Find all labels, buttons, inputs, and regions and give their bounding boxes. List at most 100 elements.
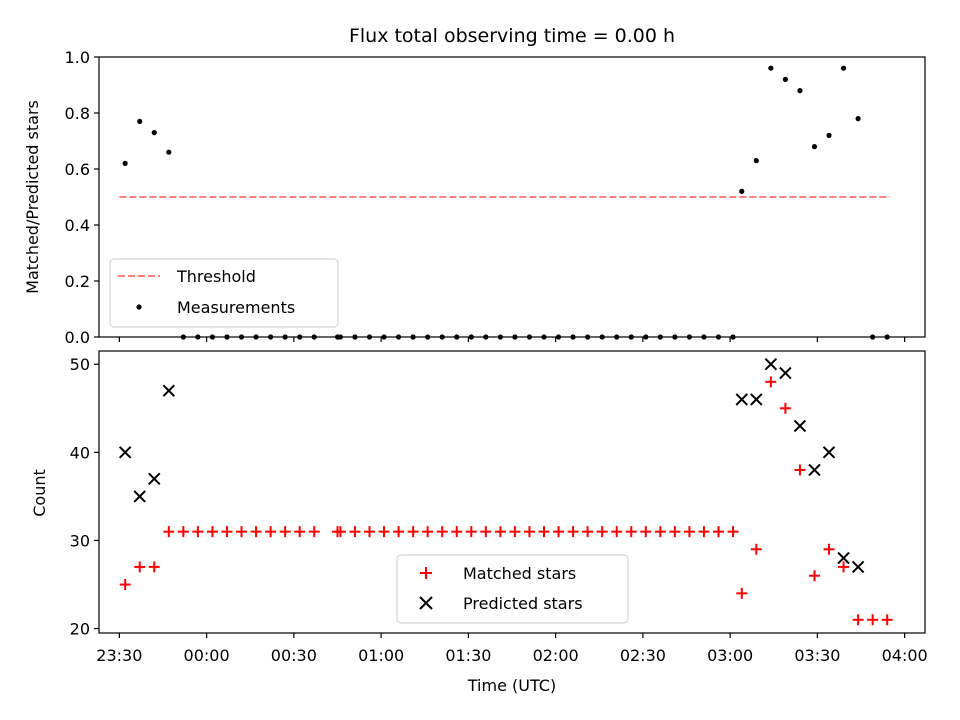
bottom-xtick-label: 00:00: [184, 646, 230, 665]
matched-point: [669, 526, 681, 538]
bottom-ytick-label: 30: [70, 531, 90, 550]
bottom-ylabel: Count: [30, 469, 49, 517]
matched-point: [838, 561, 850, 573]
matched-point: [538, 526, 550, 538]
legend-measurements-swatch: [136, 304, 142, 310]
measurement-point: [739, 188, 745, 194]
matched-point: [750, 543, 762, 555]
predicted-point: [118, 446, 132, 459]
top-ytick-label: 0.8: [65, 104, 90, 123]
bottom-ytick-label: 40: [70, 443, 90, 462]
measurement-point: [811, 144, 818, 150]
measurement-point: [768, 65, 774, 71]
bottom-xtick-label: 04:00: [882, 646, 928, 665]
matched-point: [596, 526, 608, 538]
top-ylabel: Matched/Predicted stars: [23, 100, 42, 294]
measurement-point: [166, 149, 172, 155]
measurement-point: [122, 160, 128, 166]
measurement-point: [151, 130, 157, 136]
predicted-point: [735, 393, 748, 406]
measurement-point: [137, 118, 143, 124]
predicted-point: [808, 463, 821, 477]
matched-point: [582, 526, 594, 538]
matched-point: [349, 526, 361, 538]
legend-predicted-swatch: [419, 596, 433, 610]
matched-point: [480, 526, 492, 538]
bottom-xtick-label: 02:00: [533, 646, 579, 665]
matched-point: [407, 526, 419, 538]
legend-threshold-label: Threshold: [176, 267, 256, 286]
bottom-xtick-label: 00:30: [271, 646, 317, 665]
predicted-point: [851, 560, 865, 574]
measurement-point: [840, 65, 847, 71]
chart-title: Flux total observing time = 0.00 h: [349, 25, 675, 47]
matched-point: [794, 464, 806, 476]
matched-point: [422, 526, 434, 538]
top-panel: 0.0 0.2 0.4 0.6 0.8 1.0 Matched/Predicted sta…: [23, 48, 926, 347]
top-ytick-label: 0.6: [65, 160, 90, 179]
predicted-point: [133, 490, 146, 503]
matched-point: [640, 526, 652, 538]
predicted-point: [793, 419, 807, 433]
matched-point: [625, 526, 637, 538]
matched-point: [523, 526, 535, 538]
top-ytick-label: 0.0: [65, 328, 90, 347]
matched-point: [192, 526, 204, 538]
matched-point: [265, 526, 277, 538]
measurement-point: [826, 132, 832, 138]
top-ytick-label: 1.0: [65, 48, 90, 67]
matched-point: [363, 526, 375, 538]
matched-point: [509, 526, 521, 538]
matched-point: [852, 614, 864, 626]
bottom-xtick-label: 03:30: [794, 646, 840, 665]
matched-point: [134, 561, 146, 573]
legend-matched-swatch: [420, 567, 432, 579]
bottom-xtick-label: 02:30: [620, 646, 666, 665]
matched-point: [553, 526, 565, 538]
matched-point: [393, 526, 405, 538]
legend-predicted-label: Predicted stars: [463, 594, 583, 613]
bottom-xlabel: Time (UTC): [467, 676, 556, 695]
predicted-point: [779, 366, 792, 380]
legend-matched-label: Matched stars: [463, 564, 576, 583]
matched-point: [451, 526, 463, 538]
measurement-point: [782, 76, 788, 82]
matched-point: [494, 526, 506, 538]
bottom-ytick-label: 20: [70, 620, 90, 639]
matched-point: [436, 526, 448, 538]
matched-point: [148, 561, 160, 573]
matched-point: [881, 614, 893, 626]
matched-point: [206, 526, 218, 538]
matched-point: [236, 526, 248, 538]
bottom-xtick-label: 01:00: [358, 646, 404, 665]
matched-point: [611, 526, 623, 538]
matched-point: [736, 587, 748, 599]
matched-point: [163, 526, 175, 538]
matched-point: [378, 526, 390, 538]
measurement-point: [855, 116, 861, 122]
matched-point: [765, 376, 777, 388]
matched-point: [867, 614, 879, 626]
top-plot-frame: [98, 56, 926, 338]
matched-point: [808, 570, 820, 582]
matched-point: [713, 526, 724, 538]
matched-point: [567, 526, 579, 538]
predicted-point: [764, 358, 778, 371]
top-ytick-label: 0.2: [65, 272, 90, 291]
matched-point: [654, 526, 666, 538]
legend-measurements-label: Measurements: [177, 298, 295, 317]
bottom-plot-frame: [98, 350, 926, 634]
matched-point: [308, 526, 320, 538]
matched-point: [221, 526, 233, 538]
matched-point: [823, 543, 835, 555]
matched-point: [779, 402, 791, 414]
matched-point: [465, 526, 477, 538]
matched-point: [334, 526, 346, 538]
bottom-xtick-label: 01:30: [445, 646, 491, 665]
predicted-point: [148, 472, 161, 485]
bottom-legend: Matched stars Predicted stars: [396, 554, 629, 624]
predicted-point: [837, 551, 850, 565]
matched-point: [177, 526, 189, 538]
bottom-xtick-label: 03:00: [707, 646, 753, 665]
predicted-point: [162, 384, 176, 397]
